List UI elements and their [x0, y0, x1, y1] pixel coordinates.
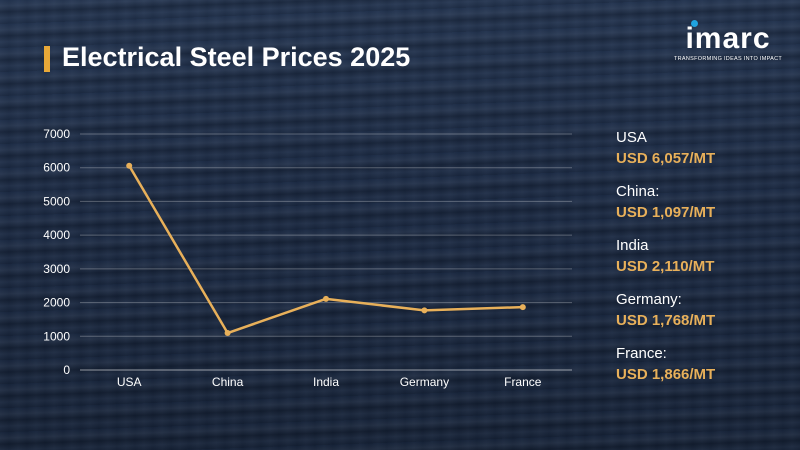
legend-value: USD 6,057/MT	[616, 150, 716, 167]
data-point-china	[224, 330, 231, 337]
imarc-logo: imarc TRANSFORMING IDEAS INTO IMPACT	[672, 20, 784, 62]
data-point-india	[323, 295, 329, 302]
y-tick-label: 7000	[43, 127, 70, 141]
x-tick-label: India	[313, 375, 339, 389]
y-tick-label: 3000	[43, 262, 70, 276]
x-tick-label: France	[504, 375, 542, 389]
logo-wordmark: imarc	[685, 20, 771, 55]
legend-item-usa: USA USD 6,057/MT	[616, 128, 796, 182]
x-tick-label: Germany	[400, 375, 449, 389]
x-tick-label: China	[212, 375, 244, 389]
y-tick-label: 6000	[43, 161, 70, 175]
logo-dot-icon	[691, 20, 699, 27]
legend-item-india: India USD 2,110/MT	[616, 236, 796, 290]
legend-value: USD 1,866/MT	[616, 366, 716, 383]
data-point-usa	[126, 162, 133, 169]
y-tick-label: 1000	[43, 329, 70, 343]
legend-name: China:	[616, 183, 660, 200]
legend-value: USD 1,768/MT	[616, 312, 716, 329]
legend-item-germany: Germany: USD 1,768/MT	[616, 290, 796, 344]
series-line	[128, 165, 523, 335]
page-title: Electrical Steel Prices 2025	[62, 42, 411, 72]
y-tick-label: 2000	[43, 296, 70, 310]
logo-word: imarc	[685, 22, 771, 55]
data-point-france	[519, 304, 526, 311]
legend-name: Germany:	[616, 291, 682, 308]
legend-item-france: France: USD 1,866/MT	[616, 344, 796, 398]
price-legend: USA USD 6,057/MT China: USD 1,097/MT Ind…	[616, 128, 796, 398]
logo-tagline: TRANSFORMING IDEAS INTO IMPACT	[673, 56, 783, 62]
y-tick-label: 0	[63, 363, 70, 377]
legend-name: India	[616, 237, 649, 254]
legend-item-china: China: USD 1,097/MT	[616, 182, 796, 236]
legend-value: USD 1,097/MT	[616, 204, 716, 221]
legend-name: USA	[616, 129, 647, 146]
x-tick-label: USA	[117, 375, 142, 389]
legend-value: USD 2,110/MT	[616, 258, 715, 275]
y-tick-label: 5000	[43, 194, 70, 208]
y-tick-label: 4000	[43, 228, 70, 242]
data-point-germany	[421, 307, 428, 314]
title-accent-bar	[44, 46, 50, 72]
legend-name: France:	[616, 345, 667, 362]
